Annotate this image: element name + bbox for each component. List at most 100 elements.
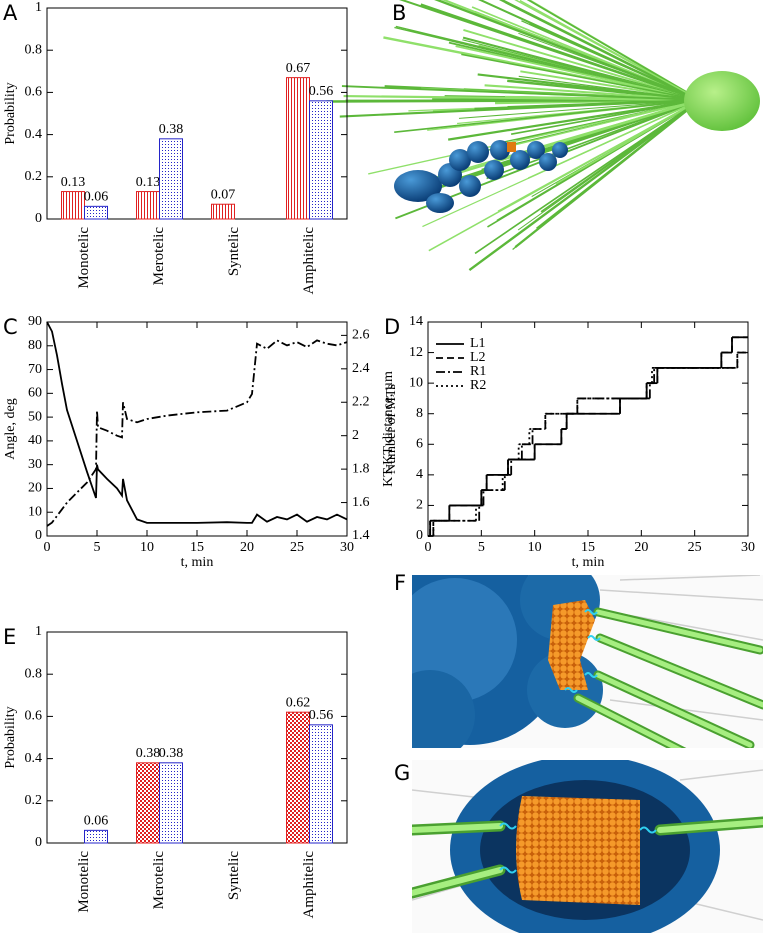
microtubule xyxy=(484,84,701,102)
bar xyxy=(136,191,160,220)
microtubule xyxy=(468,99,701,272)
y-tick-label: 60 xyxy=(28,386,42,401)
microtubule xyxy=(399,0,701,101)
x-tick-label: 15 xyxy=(581,540,595,555)
y-tick-label: 0 xyxy=(35,835,42,850)
y-tick-label: 12 xyxy=(409,345,423,360)
microtubule xyxy=(520,70,701,101)
microtubule xyxy=(514,0,701,101)
chromosome xyxy=(394,140,568,213)
y-tick-label: 0 xyxy=(416,528,423,543)
y2-tick-label: 2.6 xyxy=(352,328,370,343)
microtubule xyxy=(504,1,701,101)
spindle-render xyxy=(394,71,760,213)
microtubule xyxy=(395,25,701,101)
y-tick-label: 0.2 xyxy=(25,793,43,808)
microtubule xyxy=(461,53,701,101)
bar xyxy=(286,77,310,220)
x-axis-label: t, min xyxy=(572,555,605,570)
legend-label: R1 xyxy=(470,364,486,379)
panel-label: F xyxy=(394,571,406,595)
y-tick-label: 1 xyxy=(35,624,42,639)
x-tick-label: Merotelic xyxy=(151,851,167,910)
x-tick-label: 20 xyxy=(634,540,648,555)
legend-label: L1 xyxy=(470,336,486,351)
microtubule xyxy=(526,0,701,101)
y-tick-label: 30 xyxy=(28,457,42,472)
value-label: 0.56 xyxy=(309,708,334,723)
microtubule xyxy=(462,39,701,101)
spindle-pole xyxy=(684,71,760,131)
microtubule xyxy=(447,98,701,141)
value-label: 0.06 xyxy=(84,814,109,829)
y-tick-label: 2 xyxy=(416,498,423,513)
y-tick-label: 0.8 xyxy=(25,666,43,681)
x-tick-label: Monotelic xyxy=(76,227,92,289)
microtubule xyxy=(474,99,701,255)
bar xyxy=(211,203,235,220)
microtubule xyxy=(341,85,701,101)
y-tick-label: 0.4 xyxy=(25,751,43,766)
y-tick-label: 4 xyxy=(416,467,423,482)
y-axis-label: Number of MTs xyxy=(384,384,399,474)
microtubule xyxy=(477,73,701,102)
y-axis-label: Probability xyxy=(3,82,18,144)
y-tick-label: 90 xyxy=(28,314,42,329)
x-tick-label: Syntelic xyxy=(226,851,242,901)
y-tick-label: 1 xyxy=(35,0,42,15)
x-tick-label: 25 xyxy=(290,540,304,555)
y-tick-label: 0.8 xyxy=(25,42,43,57)
y-tick-label: 40 xyxy=(28,433,42,448)
x-tick-label: 0 xyxy=(44,540,51,555)
y2-tick-label: 2 xyxy=(352,428,359,443)
x-tick-label: 5 xyxy=(94,540,101,555)
y2-tick-label: 1.8 xyxy=(352,461,370,476)
x-tick-label: 30 xyxy=(340,540,354,555)
bar xyxy=(309,100,333,220)
panel-label: E xyxy=(3,625,16,649)
legend-label: L2 xyxy=(470,350,486,365)
y-axis-label: Probability xyxy=(3,706,18,768)
x-tick-label: 25 xyxy=(688,540,702,555)
value-label: 0.13 xyxy=(136,175,161,190)
x-tick-label: 5 xyxy=(478,540,485,555)
bar xyxy=(159,762,183,844)
panel-label: A xyxy=(3,1,18,25)
y-tick-label: 6 xyxy=(416,437,423,452)
microtubule xyxy=(458,99,701,119)
bar xyxy=(84,205,108,220)
microtubule xyxy=(455,45,701,101)
microtubule xyxy=(428,99,701,252)
x-tick-label: 10 xyxy=(528,540,542,555)
microtubule xyxy=(510,99,701,135)
y-tick-label: 10 xyxy=(409,375,423,390)
bar xyxy=(286,711,310,844)
microtubule xyxy=(512,99,701,250)
panel-label: G xyxy=(394,761,410,785)
x-tick-label: Monotelic xyxy=(76,851,92,913)
y2-tick-label: 2.2 xyxy=(352,394,370,409)
value-label: 0.67 xyxy=(286,61,311,76)
microtubule xyxy=(394,99,701,133)
kinetochore-render-f xyxy=(412,575,763,748)
value-label: 0.62 xyxy=(286,695,311,710)
data-line xyxy=(46,321,348,524)
y-tick-label: 20 xyxy=(28,481,42,496)
bar xyxy=(136,762,160,844)
value-label: 0.13 xyxy=(61,175,86,190)
y-tick-label: 0 xyxy=(35,211,42,226)
value-label: 0.06 xyxy=(84,190,109,205)
x-tick-label: 20 xyxy=(240,540,254,555)
x-axis-label: t, min xyxy=(181,555,214,570)
microtubule xyxy=(527,99,701,179)
panel-label: C xyxy=(3,315,18,339)
bar xyxy=(61,191,85,220)
microtubule xyxy=(521,20,701,101)
bar xyxy=(309,724,333,844)
bar xyxy=(84,829,108,844)
value-label: 0.38 xyxy=(136,746,161,761)
x-tick-label: Merotelic xyxy=(151,227,167,286)
panel-label: D xyxy=(384,315,400,339)
microtubule xyxy=(474,98,701,110)
